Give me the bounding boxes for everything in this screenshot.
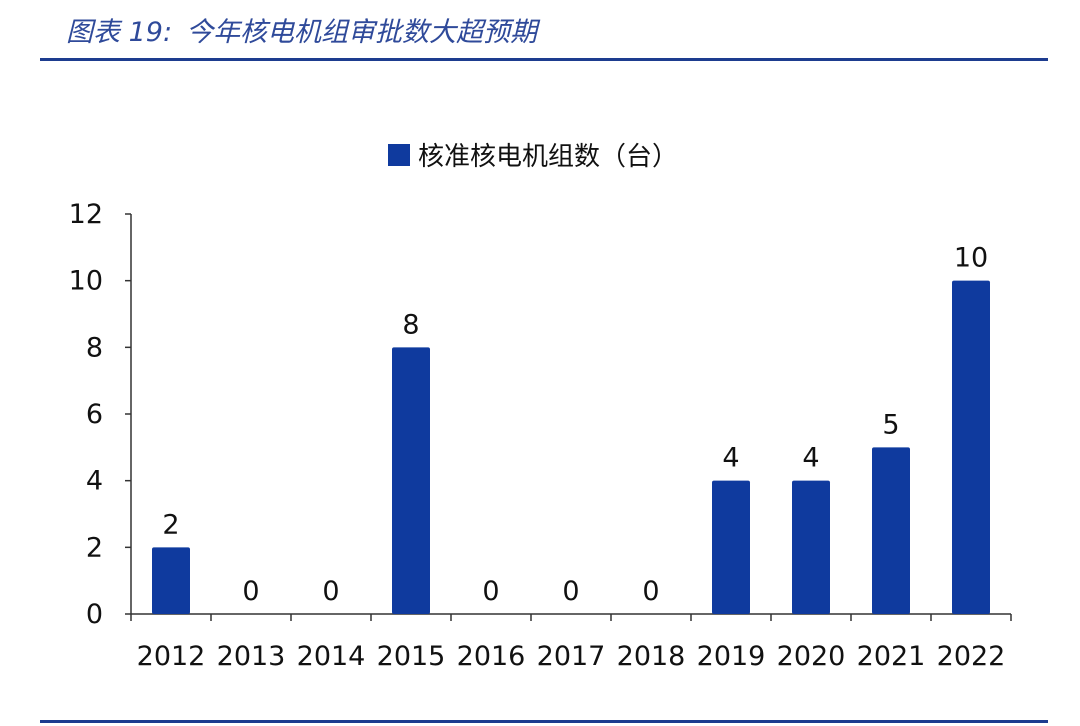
bottom-divider (40, 720, 1048, 723)
data-label: 8 (402, 309, 419, 340)
x-tick-label: 2020 (777, 641, 846, 672)
bar (872, 447, 910, 614)
y-tick-label: 4 (86, 466, 103, 497)
x-tick-label: 2015 (377, 641, 446, 672)
y-tick-label: 8 (86, 332, 103, 363)
y-tick-label: 2 (86, 532, 103, 563)
data-label: 0 (322, 576, 339, 607)
x-tick-label: 2021 (857, 641, 926, 672)
x-tick-label: 2016 (457, 641, 526, 672)
y-tick-label: 10 (69, 266, 103, 297)
x-tick-label: 2019 (697, 641, 766, 672)
bar (152, 547, 190, 614)
x-tick-label: 2018 (617, 641, 686, 672)
data-label: 2 (162, 509, 179, 540)
data-label: 4 (722, 443, 739, 474)
y-tick-label: 0 (86, 599, 103, 630)
x-tick-label: 2022 (937, 641, 1006, 672)
data-label: 4 (802, 443, 819, 474)
data-label: 0 (482, 576, 499, 607)
x-tick-label: 2013 (217, 641, 286, 672)
x-tick-label: 2012 (137, 641, 206, 672)
figure-number: 图表 19: (66, 17, 173, 48)
figure-title: 图表 19: 今年核电机组审批数大超预期 (66, 10, 537, 49)
data-label: 0 (562, 576, 579, 607)
figure-title-text: 今年核电机组审批数大超预期 (186, 17, 538, 48)
data-label: 0 (242, 576, 259, 607)
bar (952, 280, 990, 614)
bar (712, 480, 750, 614)
legend-label: 核准核电机组数（台） (418, 142, 679, 172)
bar (392, 347, 430, 614)
data-label: 10 (954, 243, 988, 274)
y-tick-label: 6 (86, 399, 103, 430)
legend-swatch (388, 143, 410, 166)
top-divider (40, 58, 1048, 61)
data-label: 5 (882, 409, 899, 440)
data-label: 0 (642, 576, 659, 607)
x-tick-label: 2017 (537, 641, 606, 672)
bar (792, 480, 830, 614)
y-tick-label: 12 (69, 199, 103, 230)
chart-legend: 核准核电机组数（台） (388, 136, 678, 173)
x-tick-label: 2014 (297, 641, 366, 672)
